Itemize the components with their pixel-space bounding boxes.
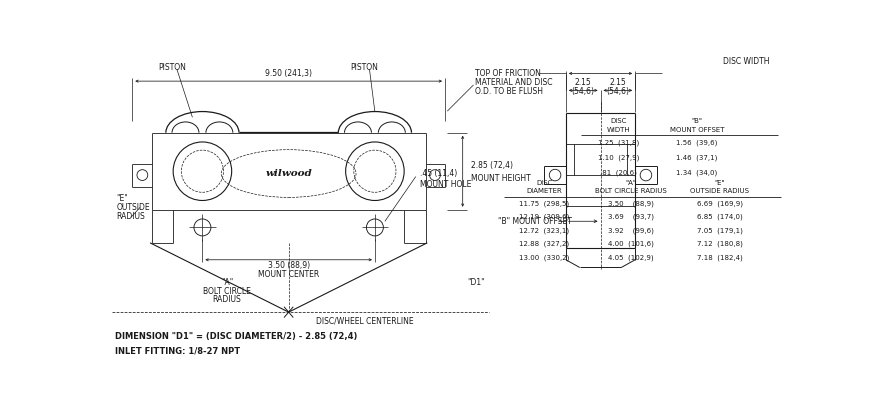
Text: 9.50 (241,3): 9.50 (241,3)	[265, 69, 312, 78]
Text: 4.00  (101,6): 4.00 (101,6)	[608, 240, 654, 247]
Text: DIMENSION "D1" = (DISC DIAMETER/2) - 2.85 (72,4): DIMENSION "D1" = (DISC DIAMETER/2) - 2.8…	[116, 332, 358, 341]
Text: MATERIAL AND DISC: MATERIAL AND DISC	[475, 78, 552, 87]
Text: "A": "A"	[626, 180, 637, 186]
Text: 2.15: 2.15	[575, 78, 592, 87]
Text: 1.46  (37,1): 1.46 (37,1)	[676, 154, 717, 161]
Text: 7.18  (182,4): 7.18 (182,4)	[697, 254, 743, 261]
Text: DIAMETER: DIAMETER	[527, 188, 562, 194]
Text: 2.15: 2.15	[610, 78, 626, 87]
Text: 6.85  (174,0): 6.85 (174,0)	[697, 214, 743, 220]
Text: 3.50    (88,9): 3.50 (88,9)	[608, 200, 654, 206]
Text: WIDTH: WIDTH	[606, 127, 630, 133]
Text: 6.69  (169,9): 6.69 (169,9)	[696, 200, 743, 206]
Text: 4.05  (102,9): 4.05 (102,9)	[608, 254, 654, 261]
Text: BOLT CIRCLE RADIUS: BOLT CIRCLE RADIUS	[596, 188, 668, 194]
Text: 3.92    (99,6): 3.92 (99,6)	[608, 227, 654, 234]
Text: 12.19  (309,6): 12.19 (309,6)	[519, 214, 570, 220]
Text: DISC/WHEEL CENTERLINE: DISC/WHEEL CENTERLINE	[316, 317, 413, 326]
Text: "B" MOUNT OFFSET: "B" MOUNT OFFSET	[498, 217, 572, 226]
Text: O.D. TO BE FLUSH: O.D. TO BE FLUSH	[475, 88, 543, 96]
Text: PISTON: PISTON	[350, 63, 378, 72]
Text: "B": "B"	[691, 118, 703, 124]
Text: "D1": "D1"	[467, 278, 485, 287]
Text: MOUNT HEIGHT: MOUNT HEIGHT	[471, 174, 531, 183]
Text: 7.12  (180,8): 7.12 (180,8)	[696, 240, 743, 247]
Text: .45 (11,4): .45 (11,4)	[420, 169, 457, 178]
Text: DISC: DISC	[610, 118, 626, 124]
Text: MOUNT OFFSET: MOUNT OFFSET	[669, 127, 724, 133]
Text: RADIUS: RADIUS	[213, 295, 242, 304]
Text: "A": "A"	[220, 278, 233, 287]
Text: BOLT CIRCLE: BOLT CIRCLE	[203, 287, 251, 296]
Text: DISC: DISC	[536, 180, 552, 186]
Text: (54,6): (54,6)	[571, 88, 595, 96]
Text: DISC WIDTH: DISC WIDTH	[724, 57, 770, 66]
Text: TOP OF FRICTION: TOP OF FRICTION	[475, 69, 541, 78]
Text: 1.34  (34,0): 1.34 (34,0)	[676, 169, 717, 176]
Text: MOUNT CENTER: MOUNT CENTER	[258, 270, 319, 279]
Text: 12.88  (327,2): 12.88 (327,2)	[519, 240, 570, 247]
Text: OUTSIDE RADIUS: OUTSIDE RADIUS	[690, 188, 749, 194]
Text: 12.72  (323,1): 12.72 (323,1)	[519, 227, 570, 234]
Text: 11.75  (298,5): 11.75 (298,5)	[519, 200, 570, 206]
Text: 3.50 (88,9): 3.50 (88,9)	[268, 261, 310, 271]
Text: INLET FITTING: 1/8-27 NPT: INLET FITTING: 1/8-27 NPT	[116, 346, 241, 355]
Text: 2.85 (72,4): 2.85 (72,4)	[471, 161, 513, 170]
Text: (54,6): (54,6)	[606, 88, 629, 96]
Text: 7.05  (179,1): 7.05 (179,1)	[696, 227, 743, 234]
Text: 1.25  (31,8): 1.25 (31,8)	[598, 139, 639, 146]
Text: MOUNT HOLE: MOUNT HOLE	[420, 180, 471, 189]
Text: .81  (20,6): .81 (20,6)	[599, 169, 637, 176]
Text: 1.56  (39,6): 1.56 (39,6)	[676, 139, 717, 146]
Text: 1.10  (27,9): 1.10 (27,9)	[598, 154, 639, 161]
Text: PISTON: PISTON	[158, 63, 186, 72]
Text: "E": "E"	[715, 180, 725, 186]
Text: wilwood: wilwood	[265, 169, 312, 178]
Text: 13.00  (330,2): 13.00 (330,2)	[519, 254, 570, 261]
Text: "E": "E"	[116, 194, 128, 203]
Text: RADIUS: RADIUS	[116, 212, 145, 221]
Text: 3.69    (93,7): 3.69 (93,7)	[608, 214, 654, 220]
Text: OUTSIDE: OUTSIDE	[116, 203, 150, 212]
